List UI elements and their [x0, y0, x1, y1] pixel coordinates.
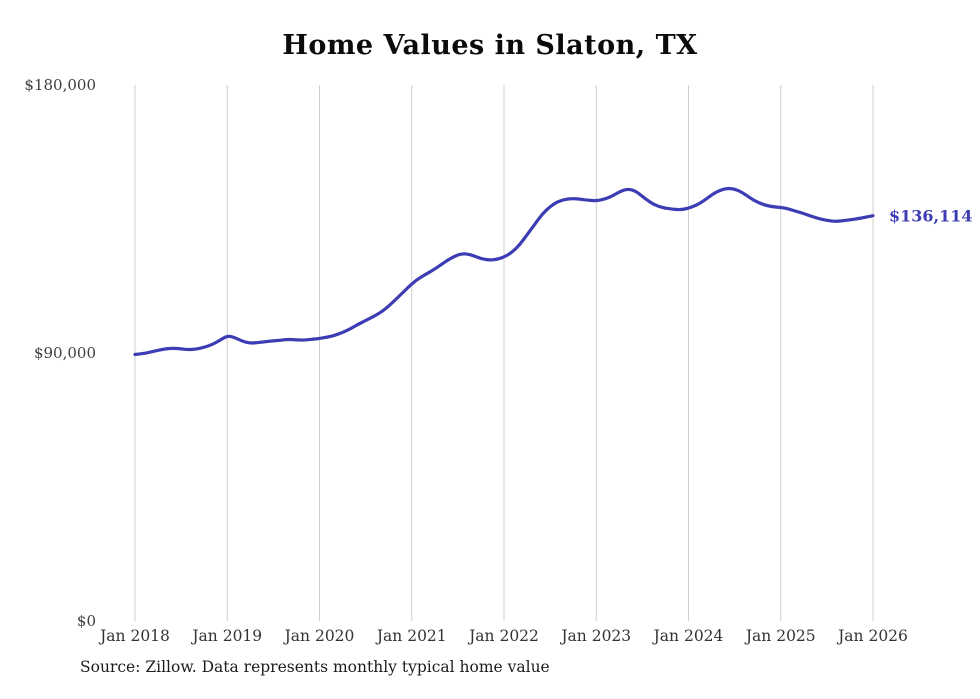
- x-tick-label: Jan 2023: [561, 627, 632, 645]
- y-tick-label: $90,000: [33, 344, 96, 362]
- x-tick-label: Jan 2021: [376, 627, 447, 645]
- x-tick-label: Jan 2018: [100, 627, 170, 645]
- chart-title: Home Values in Slaton, TX: [282, 30, 698, 61]
- x-tick-label: Jan 2024: [653, 627, 724, 645]
- x-tick-label: Jan 2025: [745, 627, 816, 645]
- end-value-label: $136,114: [889, 206, 973, 226]
- x-tick-label: Jan 2020: [284, 627, 355, 645]
- x-tick-label: Jan 2019: [192, 627, 263, 645]
- value-line: [133, 186, 875, 357]
- y-tick-label: $180,000: [24, 76, 96, 94]
- y-tick-label: $0: [76, 612, 96, 630]
- x-tick-label: Jan 2026: [838, 627, 908, 645]
- source-note: Source: Zillow. Data represents monthly …: [80, 658, 550, 676]
- x-tick-label: Jan 2022: [469, 627, 539, 645]
